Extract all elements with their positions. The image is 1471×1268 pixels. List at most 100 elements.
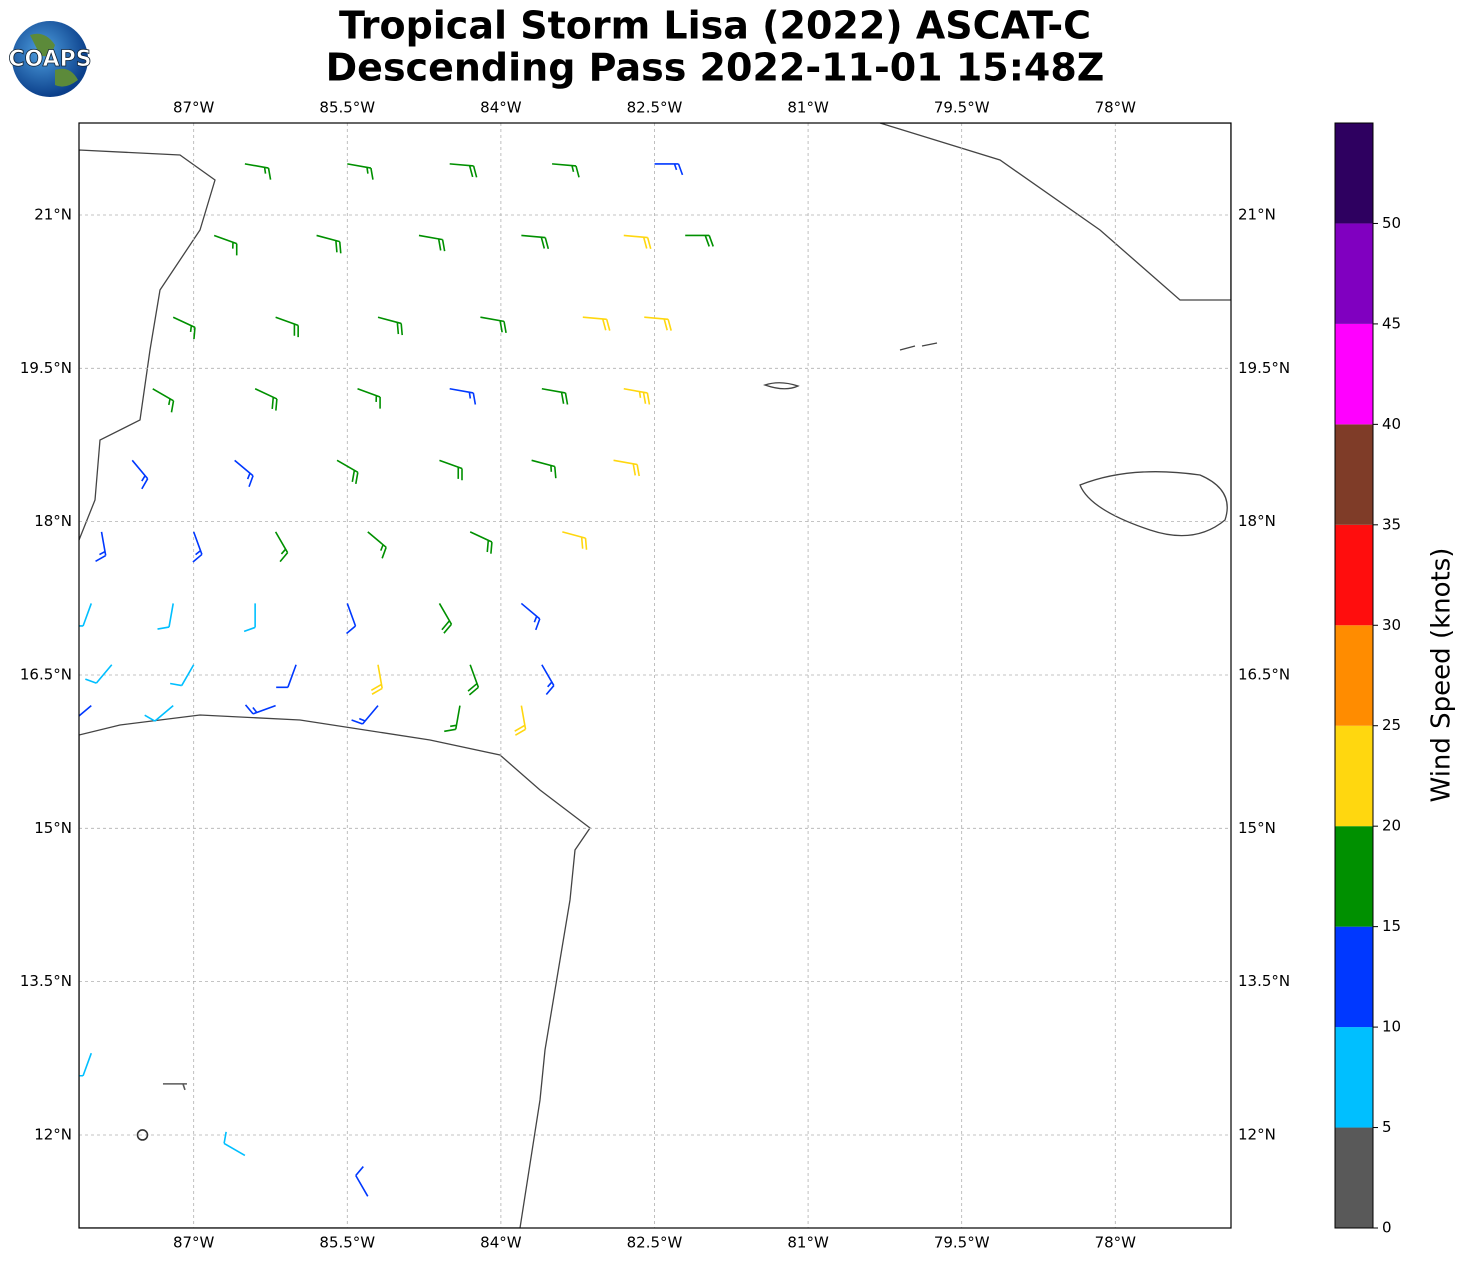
x-tick-label: 84°W xyxy=(480,1234,522,1252)
colorbar-bin xyxy=(1335,826,1373,927)
wind-barb xyxy=(79,1052,93,1077)
wind-barb xyxy=(370,664,383,695)
wind-barb xyxy=(170,664,195,687)
colorbar-tick-label: 30 xyxy=(1382,616,1401,634)
colorbar-bin xyxy=(1335,725,1373,827)
grid xyxy=(79,123,1231,1228)
wind-barb xyxy=(531,459,557,479)
colorbar-bin xyxy=(1335,1127,1373,1228)
wind-barb xyxy=(449,387,477,405)
calm-circle xyxy=(136,1129,149,1141)
colorbar-tick-label: 5 xyxy=(1382,1118,1392,1136)
colorbar-label: Wind Speed (knots) xyxy=(1427,548,1457,803)
x-tick-label: 85.5°W xyxy=(319,1234,375,1252)
wind-barbs xyxy=(79,163,714,1197)
x-tick-label-top: 82.5°W xyxy=(627,99,683,117)
colorbar-bin xyxy=(1335,1027,1373,1128)
wind-barb xyxy=(582,316,611,331)
wind-barb xyxy=(131,459,149,490)
wind-barb xyxy=(623,387,651,405)
wind-barb xyxy=(162,1083,187,1091)
colorbar-tick-label: 20 xyxy=(1382,817,1401,835)
wind-barb xyxy=(355,1166,369,1197)
wind-barb xyxy=(213,234,238,256)
wind-barb xyxy=(336,459,359,484)
wind-barb xyxy=(95,531,107,563)
wind-barb xyxy=(552,163,580,178)
wind-barb xyxy=(449,163,478,178)
colorbar-tick-label: 25 xyxy=(1382,716,1401,734)
wind-barb xyxy=(144,705,174,722)
x-tick-label: 87°W xyxy=(173,1234,215,1252)
wind-barb xyxy=(357,388,381,409)
x-tick-label: 81°W xyxy=(787,1234,829,1252)
y-tick-label: 18°N xyxy=(34,512,72,530)
wind-barb xyxy=(276,664,297,689)
chart-title: Tropical Storm Lisa (2022) ASCAT-C xyxy=(339,4,1091,48)
wind-barb xyxy=(346,603,357,635)
wind-barb xyxy=(480,316,507,334)
wind-barb xyxy=(438,603,453,634)
wind-barb xyxy=(520,602,541,631)
wind-barb xyxy=(152,388,175,413)
colorbar-tick-label: 35 xyxy=(1382,515,1401,533)
logo-text: COAPS xyxy=(8,47,91,72)
wind-barb xyxy=(351,705,379,725)
wind-barb xyxy=(467,664,480,696)
x-tick-label-top: 78°W xyxy=(1095,99,1137,117)
x-tick-label: 82.5°W xyxy=(627,1234,683,1252)
colorbar-bin xyxy=(1335,223,1373,324)
wind-barb xyxy=(562,531,588,550)
wind-barb xyxy=(274,531,289,563)
wind-barb xyxy=(623,234,652,250)
colorbar-tick-label: 40 xyxy=(1382,415,1401,433)
y-tick-label-right: 12°N xyxy=(1238,1125,1276,1143)
wind-barb xyxy=(367,531,387,559)
wind-barb xyxy=(444,705,461,733)
wind-barb xyxy=(654,163,684,176)
y-tick-label: 19.5°N xyxy=(20,359,72,377)
y-tick-label-right: 16.5°N xyxy=(1238,665,1290,683)
wind-barb xyxy=(172,316,196,340)
wind-barb xyxy=(514,705,527,736)
x-tick-label: 78°W xyxy=(1095,1234,1137,1252)
colorbar-bin xyxy=(1335,123,1373,224)
wind-barb xyxy=(685,234,714,247)
chart-subtitle: Descending Pass 2022-11-01 15:48Z xyxy=(326,46,1105,90)
colorbar-tick-label: 50 xyxy=(1382,214,1401,232)
wind-barb xyxy=(192,531,203,563)
wind-barb xyxy=(157,603,174,630)
wind-barb xyxy=(275,316,299,338)
wind-barb xyxy=(79,603,93,627)
x-tick-label-top: 85.5°W xyxy=(319,99,375,117)
wind-barb xyxy=(418,234,446,252)
x-tick-label: 79.5°W xyxy=(934,1234,990,1252)
wind-barb xyxy=(234,459,254,488)
colorbar-bin xyxy=(1335,926,1373,1028)
y-tick-label-right: 18°N xyxy=(1238,512,1276,530)
y-tick-label: 16.5°N xyxy=(20,665,72,683)
colorbar-frame xyxy=(1334,122,1374,1229)
wind-barb xyxy=(541,664,555,696)
x-tick-label-top: 87°W xyxy=(173,99,215,117)
y-tick-label-right: 15°N xyxy=(1238,819,1276,837)
y-tick-label-right: 19.5°N xyxy=(1238,359,1290,377)
y-tick-label-right: 13.5°N xyxy=(1238,972,1290,990)
y-tick-label-right: 21°N xyxy=(1238,205,1276,223)
colorbar-bin xyxy=(1335,625,1373,726)
colorbar-tick-label: 10 xyxy=(1382,1018,1401,1036)
y-tick-label: 13.5°N xyxy=(20,972,72,990)
wind-barb xyxy=(541,387,569,405)
colorbar-bin xyxy=(1335,424,1373,525)
colorbar-bin xyxy=(1335,524,1373,626)
colorbar-bin xyxy=(1335,323,1373,425)
basemap xyxy=(79,123,1231,1228)
wind-barb xyxy=(439,459,463,481)
y-tick-label: 21°N xyxy=(34,205,72,223)
wind-barb xyxy=(316,234,342,254)
wind-barb xyxy=(521,234,550,250)
wind-barb xyxy=(377,316,404,336)
x-tick-label-top: 81°W xyxy=(787,99,829,117)
x-tick-label-top: 84°W xyxy=(480,99,522,117)
